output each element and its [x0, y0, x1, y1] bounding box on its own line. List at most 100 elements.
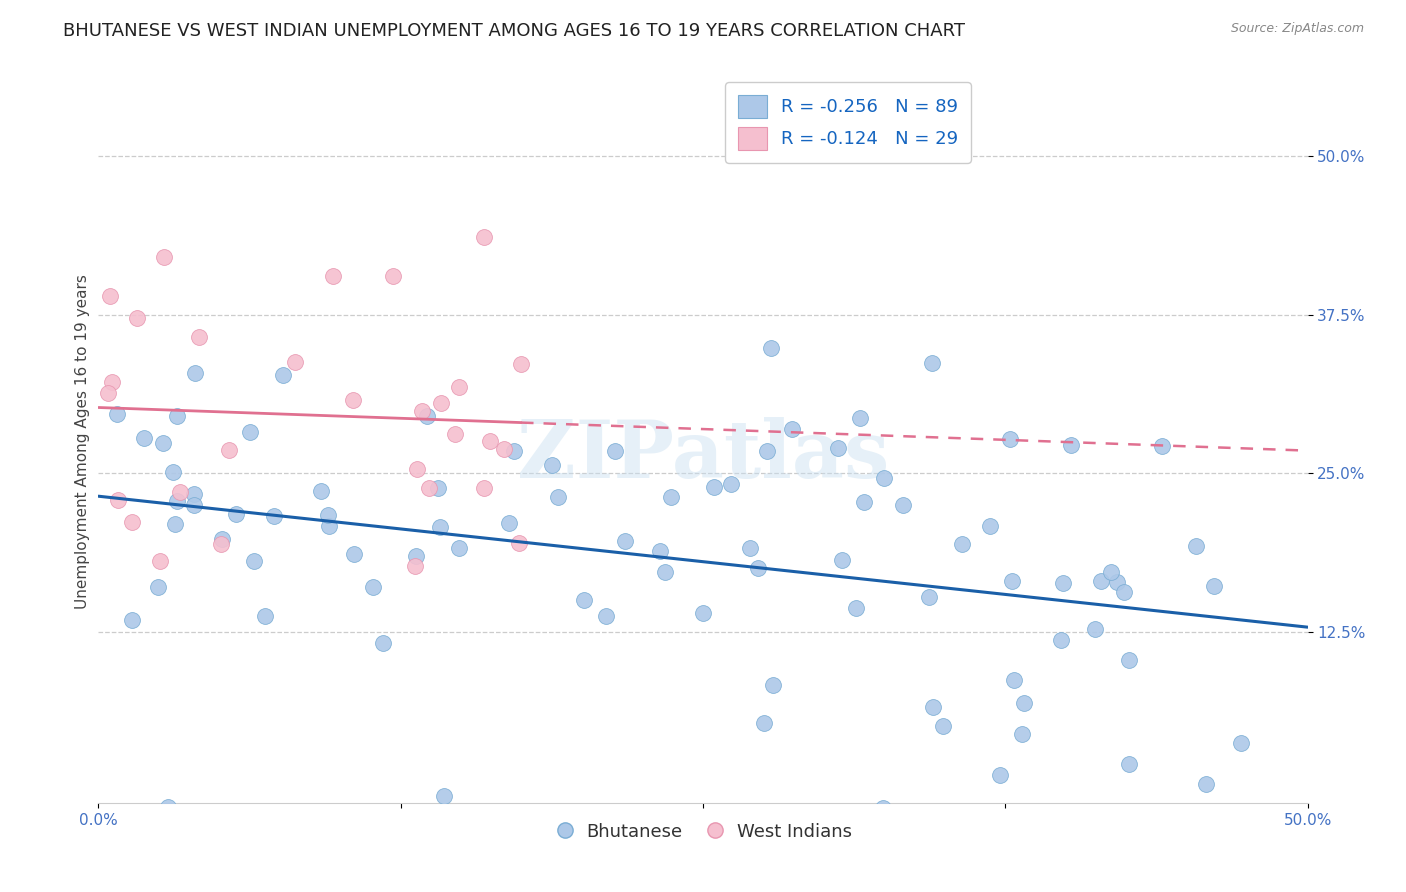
Point	[574, 593, 596, 607]
Point	[316, 508, 339, 522]
Point	[430, 395, 453, 409]
Point	[225, 507, 247, 521]
Point	[254, 608, 277, 623]
Point	[132, 431, 155, 445]
Point	[309, 483, 332, 498]
Point	[950, 536, 973, 550]
Point	[153, 251, 176, 265]
Point	[614, 534, 637, 549]
Point	[492, 442, 515, 457]
Point	[754, 715, 776, 730]
Point	[891, 498, 914, 512]
Text: ZIPatlas: ZIPatlas	[517, 417, 889, 495]
Point	[447, 541, 470, 556]
Point	[979, 519, 1001, 533]
Point	[100, 375, 122, 389]
Point	[98, 289, 121, 303]
Point	[921, 700, 943, 714]
Point	[121, 613, 143, 627]
Point	[318, 518, 340, 533]
Point	[239, 425, 262, 440]
Point	[502, 443, 524, 458]
Point	[703, 480, 725, 494]
Point	[433, 789, 456, 803]
Point	[1105, 575, 1128, 590]
Point	[932, 718, 955, 732]
Point	[322, 268, 344, 283]
Legend: Bhutanese, West Indians: Bhutanese, West Indians	[547, 815, 859, 848]
Point	[416, 409, 439, 424]
Point	[166, 409, 188, 423]
Point	[121, 515, 143, 529]
Point	[183, 498, 205, 512]
Point	[595, 609, 617, 624]
Point	[1118, 757, 1140, 772]
Point	[209, 537, 232, 551]
Point	[998, 432, 1021, 446]
Text: Source: ZipAtlas.com: Source: ZipAtlas.com	[1230, 22, 1364, 36]
Point	[211, 532, 233, 546]
Point	[263, 509, 285, 524]
Point	[648, 543, 671, 558]
Point	[472, 229, 495, 244]
Point	[162, 465, 184, 479]
Point	[603, 443, 626, 458]
Point	[759, 341, 782, 355]
Point	[540, 458, 562, 472]
Point	[831, 553, 853, 567]
Point	[1150, 439, 1173, 453]
Point	[654, 565, 676, 579]
Point	[1050, 632, 1073, 647]
Point	[547, 490, 569, 504]
Point	[1185, 539, 1208, 553]
Point	[1011, 727, 1033, 741]
Point	[418, 481, 440, 495]
Point	[873, 471, 896, 485]
Point	[508, 536, 530, 550]
Point	[188, 329, 211, 343]
Point	[1099, 566, 1122, 580]
Point	[728, 869, 751, 883]
Point	[449, 380, 471, 394]
Point	[105, 407, 128, 421]
Point	[218, 443, 240, 458]
Point	[1002, 673, 1025, 687]
Point	[510, 357, 533, 371]
Point	[146, 581, 169, 595]
Point	[478, 434, 501, 449]
Point	[342, 392, 364, 407]
Point	[405, 462, 427, 476]
Point	[284, 355, 307, 369]
Point	[1060, 438, 1083, 452]
Point	[1012, 696, 1035, 710]
Point	[1052, 575, 1074, 590]
Point	[988, 767, 1011, 781]
Point	[1230, 736, 1253, 750]
Point	[183, 487, 205, 501]
Point	[404, 559, 426, 574]
Point	[692, 606, 714, 620]
Point	[780, 422, 803, 436]
Point	[373, 636, 395, 650]
Point	[163, 517, 186, 532]
Y-axis label: Unemployment Among Ages 16 to 19 years: Unemployment Among Ages 16 to 19 years	[75, 274, 90, 609]
Point	[849, 411, 872, 425]
Point	[426, 481, 449, 495]
Point	[827, 442, 849, 456]
Point	[125, 311, 148, 326]
Point	[443, 427, 465, 442]
Point	[1118, 653, 1140, 667]
Point	[852, 495, 875, 509]
Point	[872, 801, 894, 815]
Point	[474, 481, 496, 495]
Point	[152, 436, 174, 450]
Point	[361, 580, 384, 594]
Point	[149, 554, 172, 568]
Point	[157, 800, 180, 814]
Point	[1195, 777, 1218, 791]
Point	[166, 494, 188, 508]
Point	[720, 476, 742, 491]
Point	[1114, 585, 1136, 599]
Point	[184, 366, 207, 380]
Point	[405, 549, 427, 563]
